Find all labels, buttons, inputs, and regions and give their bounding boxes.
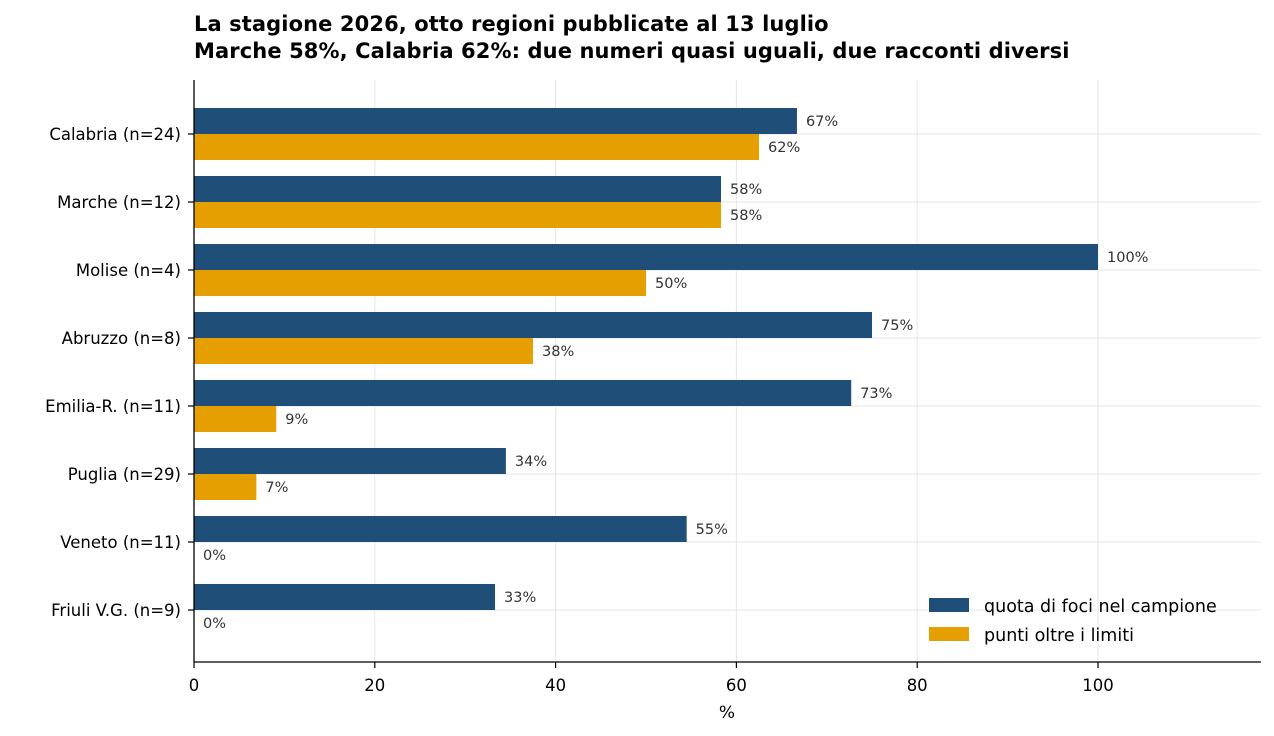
legend-swatch-series-1 — [929, 598, 969, 612]
data-label: 0% — [203, 548, 226, 564]
y-tick-label: Emilia-R. (n=11) — [45, 397, 181, 416]
data-label: 73% — [860, 386, 892, 402]
data-label: 75% — [881, 318, 913, 334]
y-tick-label: Molise (n=4) — [76, 261, 181, 280]
y-tick-label: Calabria (n=24) — [49, 125, 181, 144]
bars — [194, 108, 1098, 610]
x-tick-label: 60 — [726, 676, 747, 695]
x-tick-label: 40 — [545, 676, 566, 695]
data-label: 33% — [504, 590, 536, 606]
x-tick-label: 0 — [189, 676, 200, 695]
data-label: 0% — [203, 616, 226, 632]
bar-punti-oltre-limiti — [194, 134, 759, 160]
data-label: 100% — [1107, 250, 1148, 266]
y-tick-label: Marche (n=12) — [57, 193, 181, 212]
bar-punti-oltre-limiti — [194, 474, 257, 500]
axes: 0 20 40 60 80 100 Calabria (n=24) Marche (n=12)… — [45, 80, 1261, 695]
y-tick-label: Abruzzo (n=8) — [62, 329, 181, 348]
bar-quota-foci — [194, 108, 797, 134]
bar-punti-oltre-limiti — [194, 202, 722, 228]
data-label: 62% — [768, 140, 800, 156]
y-tick-label: Puglia (n=29) — [68, 465, 181, 484]
bar-quota-foci — [194, 176, 722, 202]
x-axis-label: % — [719, 703, 735, 723]
y-tick-label: Veneto (n=11) — [60, 533, 181, 552]
chart-title: La stagione 2026, otto regioni pubblicat… — [194, 12, 829, 36]
bar-punti-oltre-limiti — [194, 338, 533, 364]
bar-quota-foci — [194, 312, 872, 338]
data-label: 38% — [542, 344, 574, 360]
data-label: 9% — [285, 412, 308, 428]
data-label: 58% — [730, 182, 762, 198]
bar-quota-foci — [194, 516, 687, 542]
legend-label-series-2: punti oltre i limiti — [984, 626, 1134, 646]
data-label: 50% — [655, 276, 687, 292]
bar-punti-oltre-limiti — [194, 406, 277, 432]
legend-swatch-series-2 — [929, 627, 969, 641]
data-label: 67% — [806, 114, 838, 130]
bar-quota-foci — [194, 380, 852, 406]
x-tick-label: 20 — [364, 676, 385, 695]
data-label: 58% — [730, 208, 762, 224]
bar-quota-foci — [194, 584, 496, 610]
bar-quota-foci — [194, 244, 1098, 270]
legend-label-series-1: quota di foci nel campione — [984, 597, 1217, 617]
data-label: 34% — [515, 454, 547, 470]
x-tick-label: 100 — [1082, 676, 1114, 695]
data-label: 55% — [696, 522, 728, 538]
legend: quota di foci nel campione punti oltre i… — [929, 597, 1217, 646]
data-label: 7% — [265, 480, 288, 496]
gridlines — [193, 80, 1261, 662]
x-tick-label: 80 — [907, 676, 928, 695]
bar-punti-oltre-limiti — [194, 270, 646, 296]
bar-quota-foci — [194, 448, 506, 474]
data-labels: 67% 62% 58% 58% 100% 50% 75% 38% 73% 9% 34% 7% 55% 0%… — [203, 114, 1148, 632]
y-tick-label: Friuli V.G. (n=9) — [51, 601, 181, 620]
chart-subtitle: Marche 58%, Calabria 62%: due numeri qua… — [194, 39, 1070, 63]
